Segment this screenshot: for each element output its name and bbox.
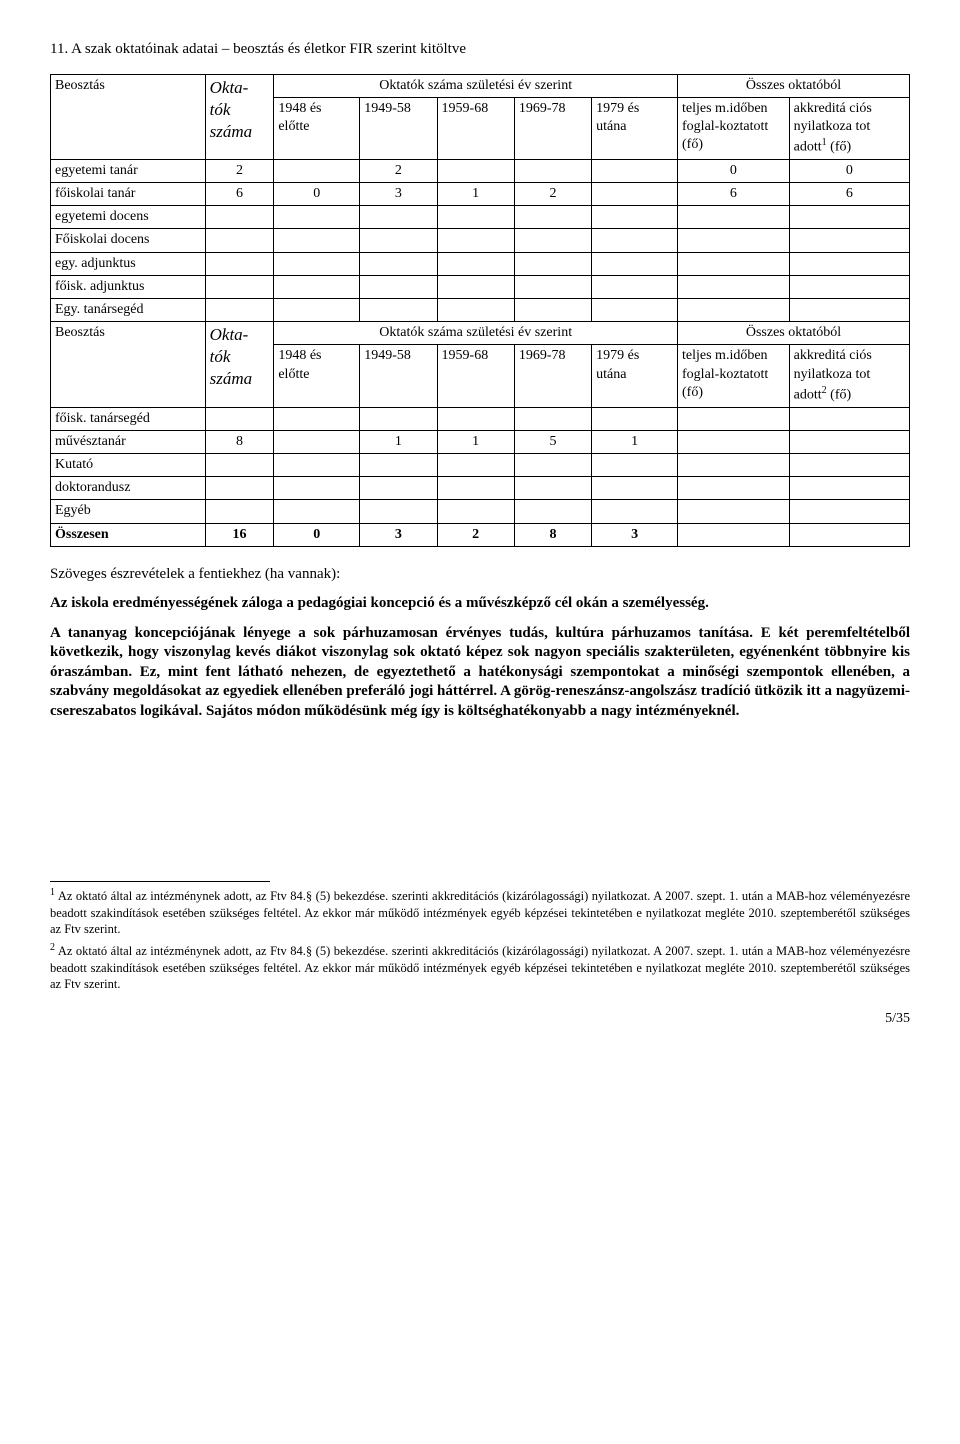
col-beosztas: Beosztás — [51, 322, 206, 407]
year-col: 1969-78 — [514, 97, 591, 159]
data-table: BeosztásOkta-tókszámaOktatók száma szüle… — [50, 74, 910, 547]
year-col: 1959-68 — [437, 97, 514, 159]
hdr-szuletesi: Oktatók száma születési év szerint — [274, 74, 678, 97]
year-col: 1948 és előtte — [274, 97, 360, 159]
paragraph-2: Az iskola eredményességének záloga a ped… — [50, 594, 910, 614]
col-oktatok: Okta-tókszáma — [205, 74, 274, 159]
table-row: Egy. tanársegéd — [51, 299, 910, 322]
hdr-szuletesi: Oktatók száma születési év szerint — [274, 322, 678, 345]
table-row: egyetemi tanár2200 — [51, 159, 910, 182]
table-row: Főiskolai docens — [51, 229, 910, 252]
col-akk: akkreditá ciós nyilatkoza tot adott2 (fő… — [789, 345, 909, 407]
hdr-osszes: Összes oktatóból — [678, 74, 910, 97]
paragraph-3: A tananyag koncepciójának lényege a sok … — [50, 624, 910, 722]
footnote-2: 2 Az oktató által az intézménynek adott,… — [50, 941, 910, 992]
table-row: főisk. adjunktus — [51, 275, 910, 298]
col-teljes: teljes m.időben foglal-koztatott (fő) — [678, 97, 790, 159]
paragraph-intro: Szöveges észrevételek a fentiekhez (ha v… — [50, 565, 910, 585]
col-oktatok: Okta-tókszáma — [205, 322, 274, 407]
col-teljes: teljes m.időben foglal-koztatott (fő) — [678, 345, 790, 407]
year-col: 1949-58 — [360, 97, 437, 159]
year-col: 1979 és utána — [592, 345, 678, 407]
year-col: 1949-58 — [360, 345, 437, 407]
footnote-1: 1 Az oktató által az intézménynek adott,… — [50, 886, 910, 937]
table-row: doktorandusz — [51, 477, 910, 500]
table-row: főisk. tanársegéd — [51, 407, 910, 430]
year-col: 1969-78 — [514, 345, 591, 407]
table-row: főiskolai tanár6031266 — [51, 183, 910, 206]
year-col: 1948 és előtte — [274, 345, 360, 407]
footnote-rule — [50, 881, 270, 882]
table-row: Összesen1603283 — [51, 523, 910, 546]
year-col: 1959-68 — [437, 345, 514, 407]
col-beosztas: Beosztás — [51, 74, 206, 159]
section-title: 11. A szak oktatóinak adatai – beosztás … — [50, 40, 910, 60]
table-row: Kutató — [51, 454, 910, 477]
page-number: 5/35 — [50, 1010, 910, 1028]
table-row: egyetemi docens — [51, 206, 910, 229]
table-row: Egyéb — [51, 500, 910, 523]
table-row: egy. adjunktus — [51, 252, 910, 275]
hdr-osszes: Összes oktatóból — [678, 322, 910, 345]
col-akk: akkreditá ciós nyilatkoza tot adott1 (fő… — [789, 97, 909, 159]
year-col: 1979 és utána — [592, 97, 678, 159]
table-row: művésztanár81151 — [51, 430, 910, 453]
